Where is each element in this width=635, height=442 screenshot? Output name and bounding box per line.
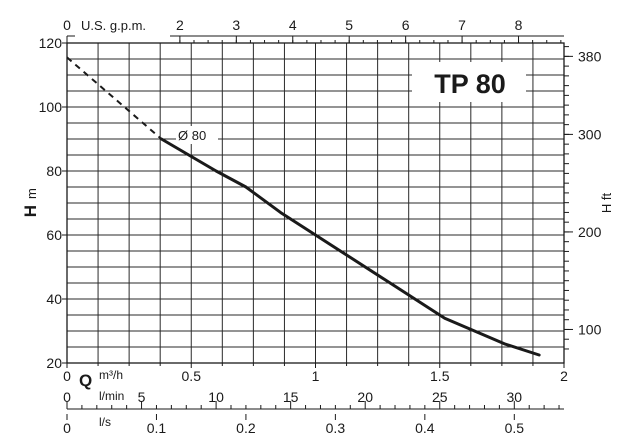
y-right-tick-label: 100 (578, 321, 602, 337)
gpm-unit-label: U.S. g.p.m. (81, 18, 146, 33)
chart-title: TP 80 (434, 69, 506, 99)
y-left-tick-label: 20 (46, 355, 62, 371)
y-axis-right-title: H ft (599, 193, 614, 214)
lmin-tick-label: 0 (63, 389, 71, 405)
lmin-tick-label: 20 (357, 389, 373, 405)
gpm-tick-label: 5 (345, 17, 353, 33)
y-right-tick-label: 200 (578, 224, 602, 240)
x-axis-symbol: Q (79, 371, 92, 390)
gpm-tick-label: 3 (232, 17, 240, 33)
y-axis-symbol: H (21, 205, 40, 217)
m3h-tick-label: 2 (560, 368, 568, 384)
curve-extrapolated-dashed (66, 56, 163, 140)
gpm-tick-label: 7 (458, 17, 466, 33)
lmin-unit-label: l/min (99, 389, 124, 403)
y-axis-unit: m (24, 188, 39, 199)
lmin-tick-label: 10 (208, 389, 224, 405)
curve-label: Ø 80 (178, 128, 206, 143)
y-left-tick-label: 60 (46, 227, 62, 243)
lmin-tick-label: 5 (138, 389, 146, 405)
gpm-tick-label: 2 (176, 17, 184, 33)
ls-unit-label: l/s (99, 415, 111, 429)
curve-diameter-80 (159, 137, 541, 357)
ls-tick-label: 0.2 (236, 420, 256, 436)
y-right-tick-label: 300 (578, 126, 602, 142)
gpm-tick-label: 8 (515, 17, 523, 33)
lmin-tick-label: 15 (283, 389, 299, 405)
gpm-tick-label: 4 (289, 17, 297, 33)
y-left-tick-label: 40 (46, 291, 62, 307)
y-left-tick-label: 80 (46, 163, 62, 179)
curve-label-bg (176, 126, 218, 144)
lmin-tick-label: 25 (432, 389, 448, 405)
y-left-tick-label: 120 (39, 35, 63, 51)
m3h-tick-label: 0.5 (182, 368, 202, 384)
y-left-tick-label: 100 (39, 99, 63, 115)
ls-tick-label: 0 (63, 420, 71, 436)
gpm-tick-label: 0 (63, 17, 71, 33)
y-axis-left-title: H m (21, 188, 40, 217)
y-axis-right-title-group: H ft (599, 193, 614, 214)
curve-layer (66, 56, 541, 357)
y-right-tick-label: 380 (578, 48, 602, 64)
m3h-tick-label: 1.5 (430, 368, 450, 384)
ls-tick-label: 0.1 (147, 420, 167, 436)
ls-tick-label: 0.4 (415, 420, 435, 436)
lmin-tick-label: 30 (507, 389, 523, 405)
gpm-tick-label: 6 (402, 17, 410, 33)
ls-tick-label: 0.3 (326, 420, 346, 436)
title-box (412, 62, 526, 102)
m3h-unit-label: m³/h (99, 368, 123, 382)
m3h-tick-label: 0 (63, 368, 71, 384)
m3h-tick-label: 1 (312, 368, 320, 384)
ls-tick-label: 0.5 (505, 420, 525, 436)
